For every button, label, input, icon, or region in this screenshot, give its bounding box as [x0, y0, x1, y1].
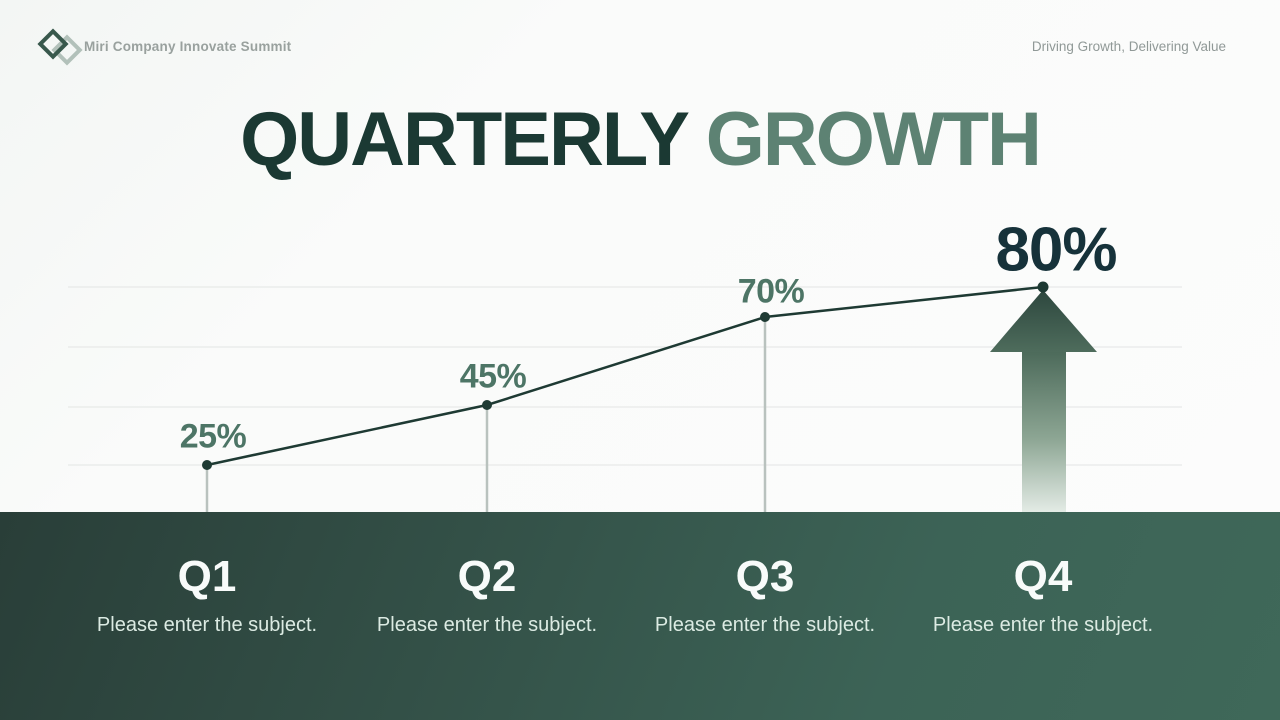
quarter-column-q3: Q3 Please enter the subject.: [625, 512, 905, 637]
title-primary: QUARTERLY: [240, 97, 689, 182]
slide-header: Miri Company Innovate Summit Driving Gro…: [0, 0, 1280, 92]
value-label-q2: 45%: [459, 357, 527, 396]
quarter-subtitle-placeholder[interactable]: Please enter the subject.: [96, 614, 318, 637]
quarter-column-q2: Q2 Please enter the subject.: [347, 512, 627, 637]
quarters-band: Q1 Please enter the subject. Q2 Please e…: [0, 512, 1280, 720]
title-secondary: GROWTH: [705, 97, 1042, 182]
quarter-column-q1: Q1 Please enter the subject.: [67, 512, 347, 637]
quarter-subtitle-placeholder[interactable]: Please enter the subject.: [654, 614, 876, 637]
quarter-label: Q1: [177, 552, 237, 601]
value-label-q1: 25%: [179, 417, 247, 456]
quarter-label: Q4: [1013, 552, 1073, 601]
growth-arrow-icon: [990, 290, 1097, 512]
drop-lines: [205, 317, 767, 512]
quarter-label: Q2: [457, 552, 517, 601]
quarter-subtitle-placeholder[interactable]: Please enter the subject.: [932, 614, 1154, 637]
quarter-label: Q3: [735, 552, 795, 601]
value-label-q3: 70%: [737, 272, 805, 311]
value-label-q4: 80%: [995, 215, 1117, 285]
quarter-subtitle-placeholder[interactable]: Please enter the subject.: [376, 614, 598, 637]
company-name: Miri Company Innovate Summit: [84, 39, 292, 54]
slogan-text: Driving Growth, Delivering Value: [1031, 39, 1226, 54]
page-title: QUARTERLY GROWTH: [0, 102, 1280, 178]
growth-line: [206, 285, 1044, 467]
quarter-column-q4: Q4 Please enter the subject.: [903, 512, 1183, 637]
data-points: [202, 281, 1049, 470]
